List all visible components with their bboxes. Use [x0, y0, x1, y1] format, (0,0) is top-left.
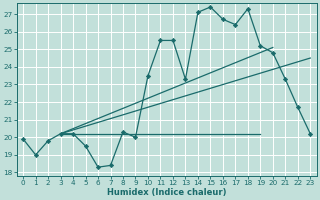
X-axis label: Humidex (Indice chaleur): Humidex (Indice chaleur) — [107, 188, 227, 197]
